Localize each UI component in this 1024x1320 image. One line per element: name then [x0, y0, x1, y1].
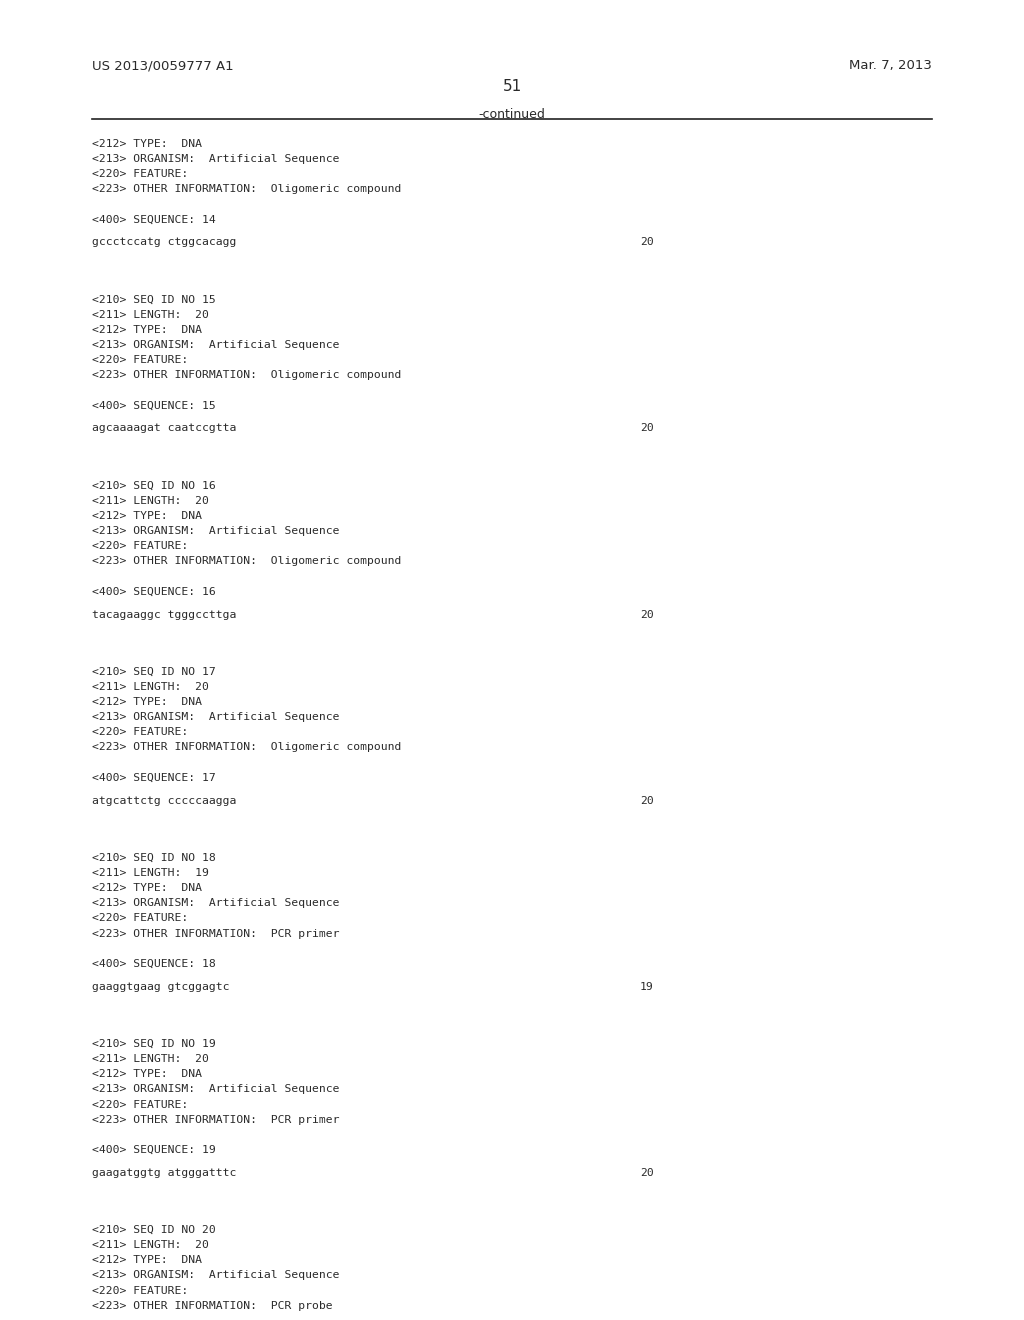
Text: <211> LENGTH:  19: <211> LENGTH: 19	[92, 867, 209, 878]
Text: 51: 51	[503, 79, 521, 94]
Text: <210> SEQ ID NO 18: <210> SEQ ID NO 18	[92, 853, 216, 863]
Text: 19: 19	[640, 982, 653, 991]
Text: <213> ORGANISM:  Artificial Sequence: <213> ORGANISM: Artificial Sequence	[92, 339, 340, 350]
Text: <212> TYPE:  DNA: <212> TYPE: DNA	[92, 697, 202, 708]
Text: <212> TYPE:  DNA: <212> TYPE: DNA	[92, 139, 202, 149]
Text: <210> SEQ ID NO 20: <210> SEQ ID NO 20	[92, 1225, 216, 1236]
Text: <223> OTHER INFORMATION:  PCR primer: <223> OTHER INFORMATION: PCR primer	[92, 1114, 340, 1125]
Text: <223> OTHER INFORMATION:  PCR probe: <223> OTHER INFORMATION: PCR probe	[92, 1300, 333, 1311]
Text: -continued: -continued	[478, 108, 546, 121]
Text: <212> TYPE:  DNA: <212> TYPE: DNA	[92, 1069, 202, 1080]
Text: <220> FEATURE:: <220> FEATURE:	[92, 727, 188, 738]
Text: <210> SEQ ID NO 19: <210> SEQ ID NO 19	[92, 1039, 216, 1049]
Text: <211> LENGTH:  20: <211> LENGTH: 20	[92, 681, 209, 692]
Text: <220> FEATURE:: <220> FEATURE:	[92, 169, 188, 180]
Text: tacagaaggc tgggccttga: tacagaaggc tgggccttga	[92, 610, 237, 619]
Text: <213> ORGANISM:  Artificial Sequence: <213> ORGANISM: Artificial Sequence	[92, 711, 340, 722]
Text: <210> SEQ ID NO 15: <210> SEQ ID NO 15	[92, 294, 216, 305]
Text: <223> OTHER INFORMATION:  Oligomeric compound: <223> OTHER INFORMATION: Oligomeric comp…	[92, 742, 401, 752]
Text: <220> FEATURE:: <220> FEATURE:	[92, 1100, 188, 1110]
Text: <213> ORGANISM:  Artificial Sequence: <213> ORGANISM: Artificial Sequence	[92, 1270, 340, 1280]
Text: <400> SEQUENCE: 19: <400> SEQUENCE: 19	[92, 1144, 216, 1155]
Text: 20: 20	[640, 610, 653, 619]
Text: Mar. 7, 2013: Mar. 7, 2013	[849, 59, 932, 73]
Text: <400> SEQUENCE: 17: <400> SEQUENCE: 17	[92, 772, 216, 783]
Text: gccctccatg ctggcacagg: gccctccatg ctggcacagg	[92, 238, 237, 247]
Text: <210> SEQ ID NO 16: <210> SEQ ID NO 16	[92, 480, 216, 491]
Text: <211> LENGTH:  20: <211> LENGTH: 20	[92, 495, 209, 506]
Text: <213> ORGANISM:  Artificial Sequence: <213> ORGANISM: Artificial Sequence	[92, 153, 340, 164]
Text: <400> SEQUENCE: 18: <400> SEQUENCE: 18	[92, 958, 216, 969]
Text: agcaaaagat caatccgtta: agcaaaagat caatccgtta	[92, 424, 237, 433]
Text: <400> SEQUENCE: 15: <400> SEQUENCE: 15	[92, 400, 216, 411]
Text: <211> LENGTH:  20: <211> LENGTH: 20	[92, 1053, 209, 1064]
Text: <220> FEATURE:: <220> FEATURE:	[92, 913, 188, 924]
Text: <220> FEATURE:: <220> FEATURE:	[92, 355, 188, 366]
Text: <211> LENGTH:  20: <211> LENGTH: 20	[92, 309, 209, 319]
Text: <220> FEATURE:: <220> FEATURE:	[92, 541, 188, 552]
Text: <213> ORGANISM:  Artificial Sequence: <213> ORGANISM: Artificial Sequence	[92, 898, 340, 908]
Text: US 2013/0059777 A1: US 2013/0059777 A1	[92, 59, 233, 73]
Text: <213> ORGANISM:  Artificial Sequence: <213> ORGANISM: Artificial Sequence	[92, 525, 340, 536]
Text: 20: 20	[640, 796, 653, 805]
Text: <223> OTHER INFORMATION:  Oligomeric compound: <223> OTHER INFORMATION: Oligomeric comp…	[92, 183, 401, 194]
Text: <223> OTHER INFORMATION:  Oligomeric compound: <223> OTHER INFORMATION: Oligomeric comp…	[92, 556, 401, 566]
Text: atgcattctg cccccaagga: atgcattctg cccccaagga	[92, 796, 237, 805]
Text: <400> SEQUENCE: 14: <400> SEQUENCE: 14	[92, 214, 216, 224]
Text: <400> SEQUENCE: 16: <400> SEQUENCE: 16	[92, 586, 216, 597]
Text: <211> LENGTH:  20: <211> LENGTH: 20	[92, 1239, 209, 1250]
Text: 20: 20	[640, 238, 653, 247]
Text: 20: 20	[640, 1168, 653, 1177]
Text: <212> TYPE:  DNA: <212> TYPE: DNA	[92, 883, 202, 894]
Text: gaaggtgaag gtcggagtc: gaaggtgaag gtcggagtc	[92, 982, 229, 991]
Text: gaagatggtg atgggatttc: gaagatggtg atgggatttc	[92, 1168, 237, 1177]
Text: <223> OTHER INFORMATION:  PCR primer: <223> OTHER INFORMATION: PCR primer	[92, 928, 340, 939]
Text: <212> TYPE:  DNA: <212> TYPE: DNA	[92, 1255, 202, 1266]
Text: <210> SEQ ID NO 17: <210> SEQ ID NO 17	[92, 667, 216, 677]
Text: <212> TYPE:  DNA: <212> TYPE: DNA	[92, 511, 202, 521]
Text: <220> FEATURE:: <220> FEATURE:	[92, 1286, 188, 1296]
Text: <213> ORGANISM:  Artificial Sequence: <213> ORGANISM: Artificial Sequence	[92, 1084, 340, 1094]
Text: <223> OTHER INFORMATION:  Oligomeric compound: <223> OTHER INFORMATION: Oligomeric comp…	[92, 370, 401, 380]
Text: 20: 20	[640, 424, 653, 433]
Text: <212> TYPE:  DNA: <212> TYPE: DNA	[92, 325, 202, 335]
